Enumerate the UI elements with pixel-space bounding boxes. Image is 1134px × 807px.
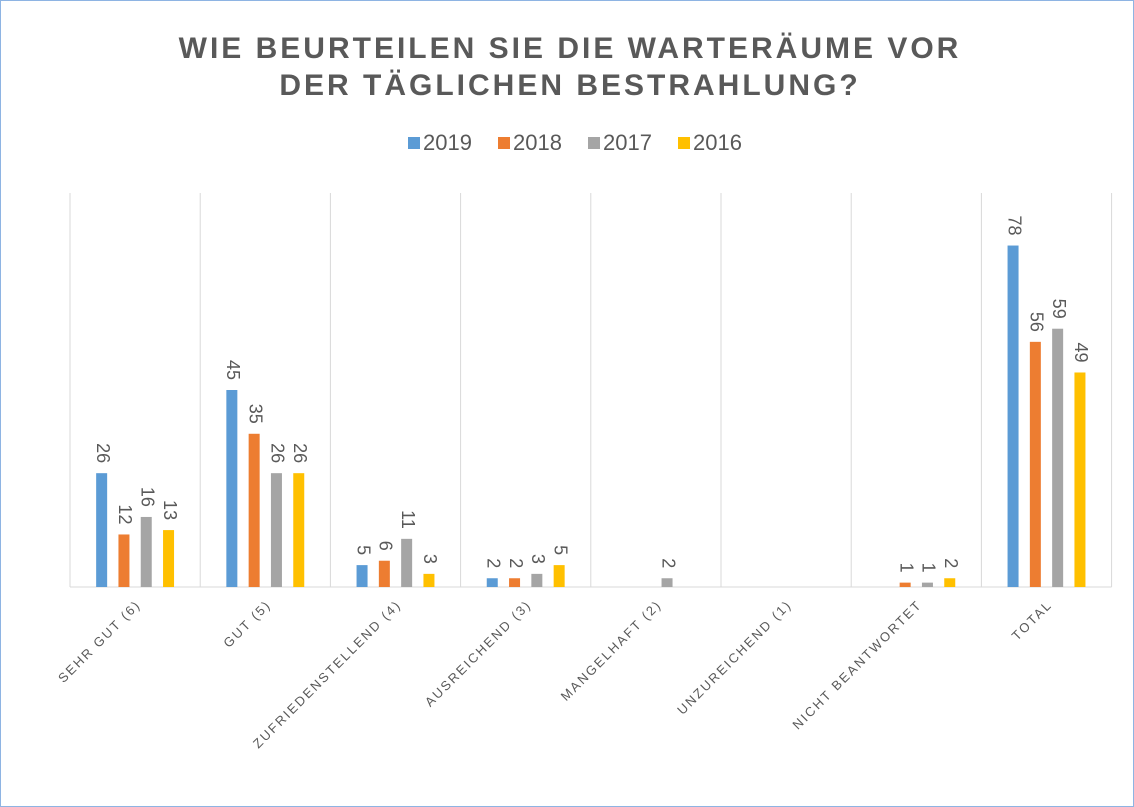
data-label: 13 [160, 500, 180, 520]
legend-swatch [678, 137, 690, 149]
data-label: 35 [245, 404, 265, 424]
data-label: 78 [1004, 216, 1024, 236]
bar [378, 560, 390, 587]
bar [899, 582, 911, 587]
data-label: 59 [1049, 299, 1069, 319]
data-label: 5 [550, 545, 570, 555]
data-label: 16 [138, 487, 158, 507]
data-label: 5 [353, 545, 373, 555]
chart-title: DER TÄGLICHEN BESTRAHLUNG? [279, 69, 860, 102]
bar [423, 573, 435, 587]
legend-swatch [408, 137, 420, 149]
data-label: 6 [376, 541, 396, 551]
bar [921, 582, 933, 587]
bar [270, 473, 282, 587]
bar [163, 530, 175, 587]
bar [1052, 328, 1064, 587]
data-label: 1 [896, 563, 916, 573]
legend-label: 2016 [693, 130, 742, 155]
data-label: 11 [398, 510, 418, 529]
legend-label: 2018 [513, 130, 562, 155]
bar [226, 390, 238, 587]
legend-swatch [498, 137, 510, 149]
data-label: 26 [93, 443, 113, 463]
data-label: 3 [528, 554, 548, 564]
data-label: 45 [223, 360, 243, 380]
data-label: 2 [941, 558, 961, 568]
bar [248, 433, 260, 587]
bar [140, 516, 152, 587]
data-label: 26 [290, 443, 310, 463]
data-label: 3 [420, 554, 440, 564]
data-label: 49 [1071, 342, 1091, 362]
data-label: 2 [484, 558, 504, 568]
bar [1007, 245, 1019, 588]
data-label: 1 [919, 563, 939, 573]
bar [1074, 372, 1086, 587]
bar [118, 534, 130, 587]
bar [293, 473, 305, 587]
bar [509, 578, 521, 587]
legend-label: 2017 [603, 130, 652, 155]
data-label: 56 [1027, 312, 1047, 332]
bar [1029, 341, 1041, 587]
bar [96, 473, 108, 587]
data-label: 2 [506, 558, 526, 568]
legend-label: 2019 [423, 130, 472, 155]
bar [661, 578, 673, 587]
bar [486, 578, 498, 587]
bar [401, 538, 413, 587]
data-label: 26 [268, 443, 288, 463]
legend-swatch [588, 137, 600, 149]
data-label: 2 [658, 558, 678, 568]
bar [553, 565, 565, 587]
data-label: 12 [115, 504, 135, 524]
chart-title: WIE BEURTEILEN SIE DIE WARTERÄUME VOR [179, 32, 962, 65]
bar [944, 578, 956, 587]
bar [531, 573, 543, 587]
bar [356, 565, 368, 587]
